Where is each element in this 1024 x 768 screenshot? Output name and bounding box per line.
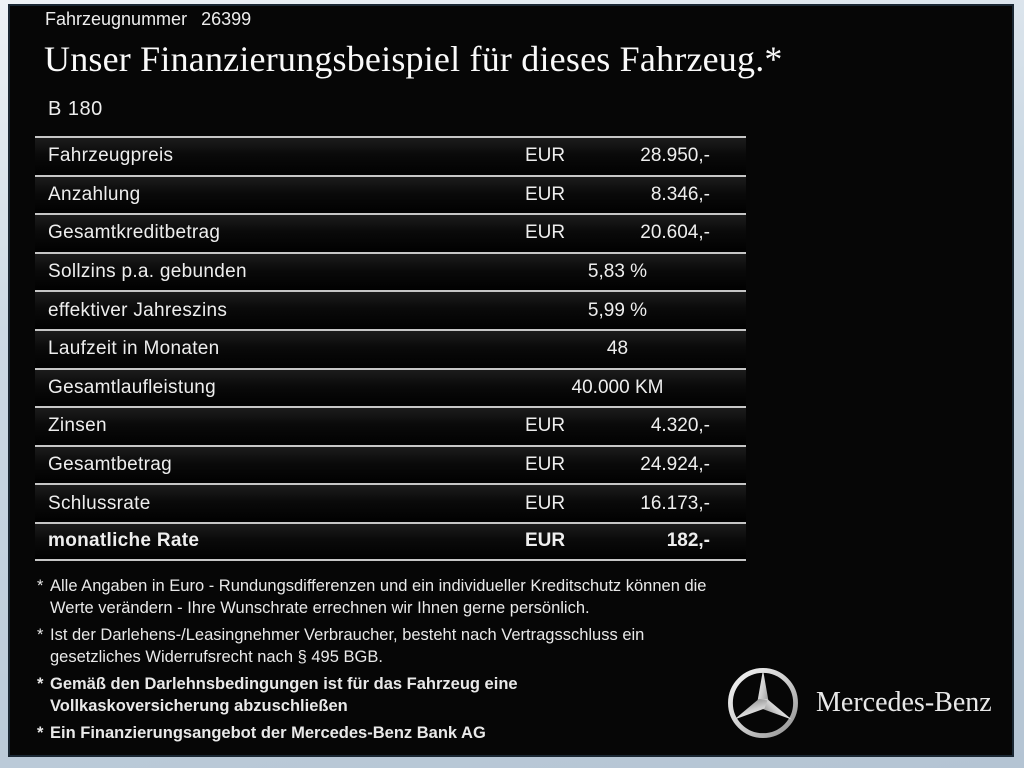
row-value: 182,-: [666, 530, 710, 552]
table-row-gesamtlaufleistung: Gesamtlaufleistung 40.000 KM: [35, 367, 746, 407]
asterisk-marker: *: [37, 675, 44, 693]
footnote-line: Werte verändern - Ihre Wunschrate errech…: [50, 599, 590, 617]
vehicle-number-label: Fahrzeugnummer: [45, 9, 188, 29]
row-value: 8.346,-: [650, 183, 710, 205]
asterisk-marker: *: [37, 577, 44, 595]
row-value: 24.924,-: [640, 454, 710, 476]
footnotes: * Alle Angaben in Euro - Rundungsdiffere…: [37, 575, 745, 749]
table-row-zinsen: Zinsen EUR 4.320,-: [35, 406, 746, 445]
row-label: effektiver Jahreszins: [48, 299, 228, 321]
table-row-schlussrate: Schlussrate EUR 16.173,-: [35, 483, 746, 522]
vehicle-number-value: 26399: [201, 9, 252, 29]
financing-table: Fahrzeugpreis EUR 28.950,- Anzahlung EUR 8…: [35, 136, 746, 561]
table-row-effektiver-jahreszins: effektiver Jahreszins 5,99 %: [35, 290, 746, 329]
currency-label: EUR: [525, 492, 566, 514]
footnote-widerrufsrecht: * Ist der Darlehens-/Leasingnehmer Verbr…: [37, 624, 745, 668]
footnote-rounding: * Alle Angaben in Euro - Rundungsdiffere…: [37, 575, 745, 619]
row-label: Sollzins p.a. gebunden: [48, 261, 247, 283]
currency-label: EUR: [525, 222, 566, 244]
row-label: Zinsen: [48, 415, 107, 437]
asterisk-marker: *: [37, 626, 44, 644]
mercedes-star-icon: [728, 668, 798, 738]
row-label: Gesamtbetrag: [48, 454, 172, 476]
row-value: 16.173,-: [640, 492, 710, 514]
row-label: Fahrzeugpreis: [48, 145, 174, 167]
financing-sheet: Fahrzeugnummer 26399 Unser Finanzierungsb…: [8, 4, 1014, 757]
table-row-sollzins: Sollzins p.a. gebunden 5,83 %: [35, 251, 746, 291]
row-label: Schlussrate: [48, 492, 151, 514]
row-value: 48: [606, 338, 629, 360]
row-label: Anzahlung: [48, 183, 141, 205]
row-label: monatliche Rate: [48, 530, 200, 552]
footnote-line: Alle Angaben in Euro - Rundungsdifferenz…: [50, 577, 707, 595]
footnote-bank-ag: * Ein Finanzierungsangebot der Mercedes-…: [37, 722, 745, 744]
table-row-gesamtbetrag: Gesamtbetrag EUR 24.924,-: [35, 444, 746, 484]
currency-label: EUR: [525, 183, 566, 205]
footnote-line: Ein Finanzierungsangebot der Mercedes-Be…: [50, 724, 486, 742]
brand-block: Mercedes-Benz: [726, 666, 992, 740]
row-label: Laufzeit in Monaten: [48, 338, 220, 360]
currency-label: EUR: [525, 145, 566, 167]
currency-label: EUR: [525, 415, 566, 437]
footnote-vollkasko: * Gemäß den Darlehnsbedingungen ist für …: [37, 673, 745, 717]
vehicle-number: Fahrzeugnummer 26399: [45, 9, 251, 30]
row-value: 28.950,-: [640, 145, 710, 167]
brand-wordmark: Mercedes-Benz: [816, 687, 992, 718]
page-title: Unser Finanzierungsbeispiel für dieses F…: [44, 39, 783, 79]
row-value: 5,99 %: [587, 299, 648, 321]
vehicle-model: B 180: [48, 98, 103, 120]
table-row-fahrzeugpreis: Fahrzeugpreis EUR 28.950,-: [35, 136, 746, 175]
asterisk-marker: *: [37, 724, 44, 742]
footnote-line: Vollkaskoversicherung abzuschließen: [50, 697, 348, 715]
currency-label: EUR: [525, 454, 566, 476]
row-value: 20.604,-: [640, 222, 710, 244]
footnote-line: gesetzliches Widerrufsrecht nach § 495 B…: [50, 648, 383, 666]
table-row-laufzeit: Laufzeit in Monaten 48: [35, 328, 746, 368]
currency-label: EUR: [525, 530, 566, 552]
table-row-monatliche-rate: monatliche Rate EUR 182,-: [35, 521, 746, 561]
row-label: Gesamtlaufleistung: [48, 376, 217, 398]
table-row-anzahlung: Anzahlung EUR 8.346,-: [35, 174, 746, 214]
row-value: 40.000 KM: [571, 376, 664, 398]
row-value: 4.320,-: [650, 415, 710, 437]
table-row-gesamtkreditbetrag: Gesamtkreditbetrag EUR 20.604,-: [35, 213, 746, 252]
footnote-line: Ist der Darlehens-/Leasingnehmer Verbrau…: [50, 626, 645, 644]
footnote-line: Gemäß den Darlehnsbedingungen ist für da…: [50, 675, 518, 693]
row-label: Gesamtkreditbetrag: [48, 222, 221, 244]
row-value: 5,83 %: [587, 261, 648, 283]
